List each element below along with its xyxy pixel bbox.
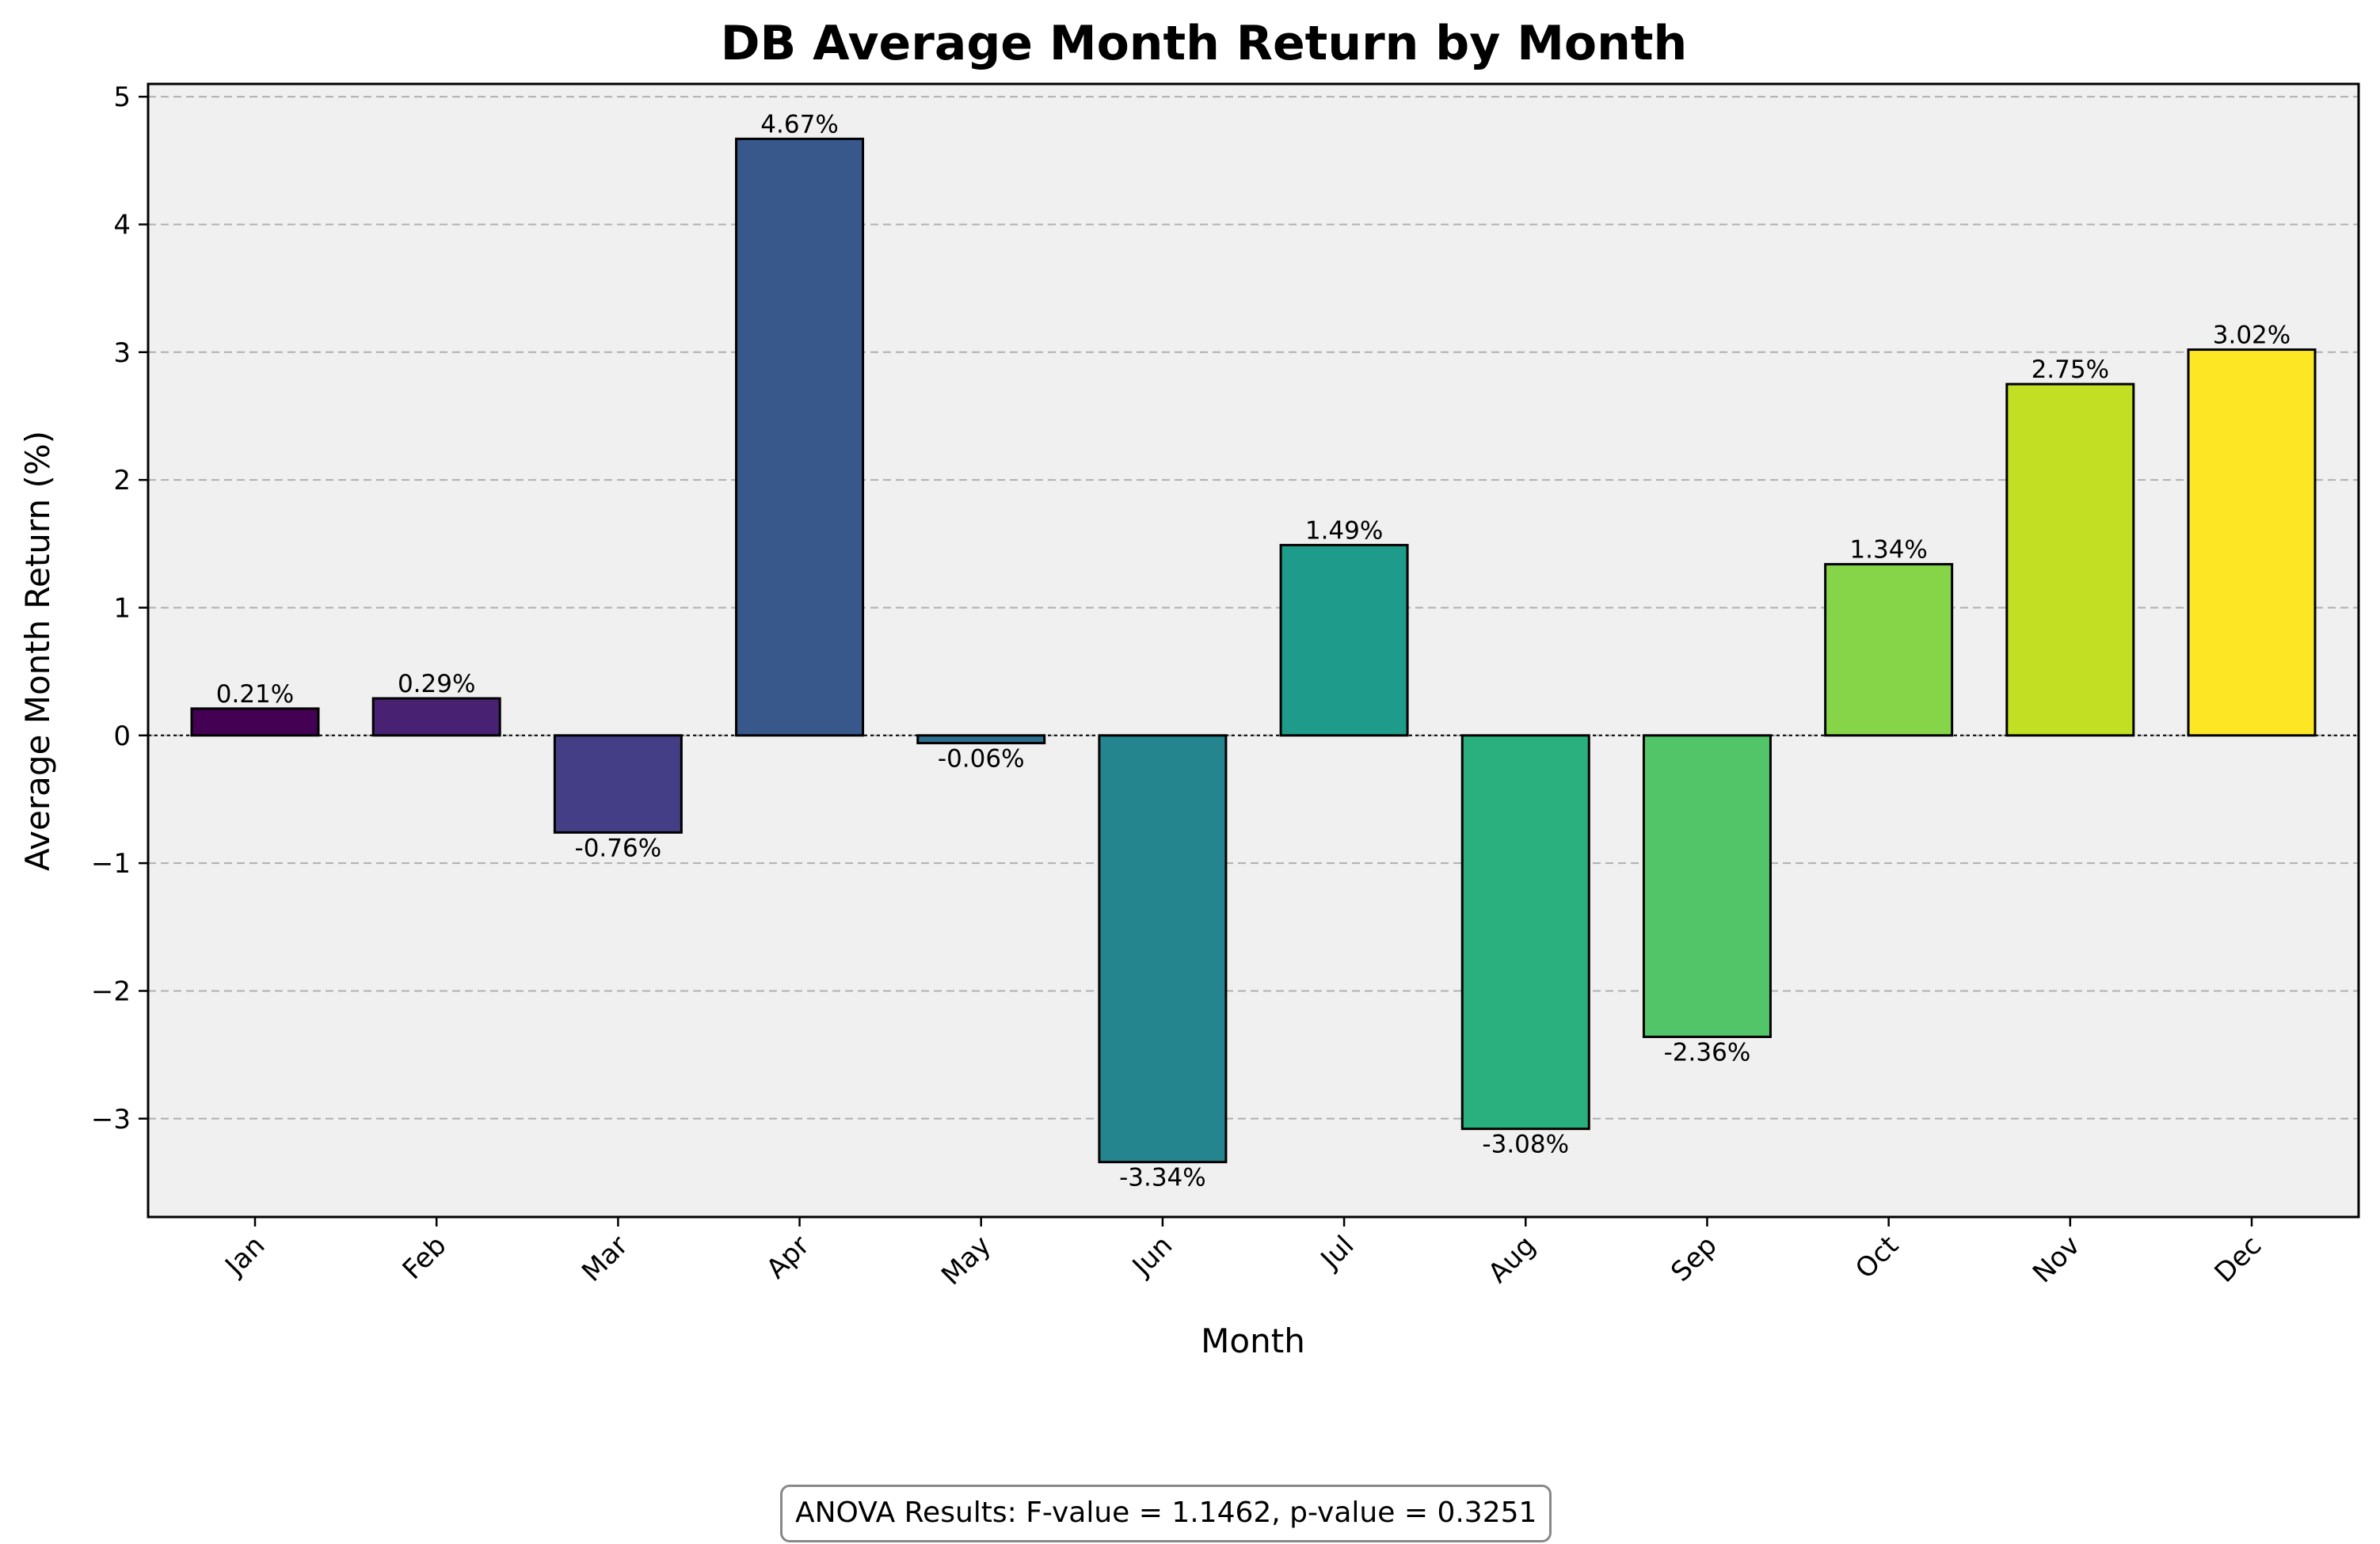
data-label-mar: -0.76% — [575, 834, 662, 862]
data-label-nov: 2.75% — [2032, 356, 2109, 384]
x-axis-label: Month — [1201, 1322, 1305, 1360]
x-tick-label-mar: Mar — [576, 1230, 634, 1288]
bars — [190, 137, 2317, 1164]
chart-title: DB Average Month Return by Month — [721, 16, 1688, 71]
x-tick-label-jul: Jul — [1314, 1230, 1361, 1276]
data-label-jun: -3.34% — [1119, 1164, 1206, 1192]
y-tick-label: 0 — [113, 721, 131, 752]
data-labels: 0.21% 0.29% -0.76% 4.67% -0.06% -3.34% 1.49% -3… — [216, 110, 2291, 1192]
bar-feb — [371, 697, 501, 737]
x-tick-label-sep: Sep — [1665, 1230, 1723, 1288]
bar-apr — [735, 137, 865, 737]
y-axis-ticks: −3 −2 −1 0 1 2 3 4 5 — [91, 82, 148, 1135]
bar-jan — [190, 707, 320, 737]
data-label-oct: 1.34% — [1849, 536, 1927, 565]
y-tick-label: 4 — [113, 209, 131, 241]
bar-nov — [2005, 382, 2135, 737]
x-tick-label-dec: Dec — [2209, 1230, 2268, 1289]
x-tick-label-jan: Jan — [219, 1230, 272, 1283]
y-axis-label: Average Month Return (%) — [18, 431, 57, 871]
bar-dec — [2187, 348, 2317, 737]
bar-aug — [1460, 734, 1590, 1131]
plot-frame — [147, 82, 2360, 1219]
bar-jun — [1098, 734, 1228, 1164]
bar-may — [916, 734, 1046, 744]
data-label-apr: 4.67% — [760, 110, 838, 139]
y-tick-label: 2 — [113, 465, 131, 496]
x-tick-label-apr: Apr — [760, 1230, 816, 1285]
y-tick-label: 1 — [113, 592, 131, 624]
bar-sep — [1642, 734, 1772, 1039]
x-axis-ticks: Jan Feb Mar Apr May Jun Jul Aug Sep Oct Nov Dec — [219, 1217, 2268, 1291]
bar-mar — [553, 734, 683, 834]
y-tick-label: 5 — [113, 82, 131, 113]
anova-results-text: ANOVA Results: F-value = 1.1462, p-value… — [795, 1496, 1537, 1529]
bar-jul — [1279, 543, 1409, 737]
data-label-jul: 1.49% — [1305, 516, 1383, 545]
data-label-jan: 0.21% — [216, 680, 294, 709]
x-tick-label-aug: Aug — [1482, 1230, 1541, 1289]
data-label-aug: -3.08% — [1482, 1131, 1569, 1159]
plot-area — [148, 84, 2359, 1217]
y-tick-label: −2 — [91, 975, 131, 1007]
anova-results-box: ANOVA Results: F-value = 1.1462, p-value… — [780, 1485, 1552, 1542]
y-tick-label: 3 — [113, 337, 131, 369]
y-tick-label: −1 — [91, 848, 131, 880]
y-tick-label: −3 — [91, 1104, 131, 1135]
x-tick-label-feb: Feb — [397, 1230, 453, 1286]
bar-oct — [1824, 563, 1954, 737]
data-label-may: -0.06% — [938, 744, 1025, 773]
x-tick-label-may: May — [935, 1230, 997, 1291]
x-tick-label-nov: Nov — [2027, 1230, 2086, 1289]
x-tick-label-jun: Jun — [1125, 1230, 1179, 1283]
data-label-dec: 3.02% — [2213, 321, 2291, 350]
x-tick-label-oct: Oct — [1849, 1230, 1905, 1285]
data-label-feb: 0.29% — [398, 670, 475, 698]
data-label-sep: -2.36% — [1664, 1039, 1751, 1067]
